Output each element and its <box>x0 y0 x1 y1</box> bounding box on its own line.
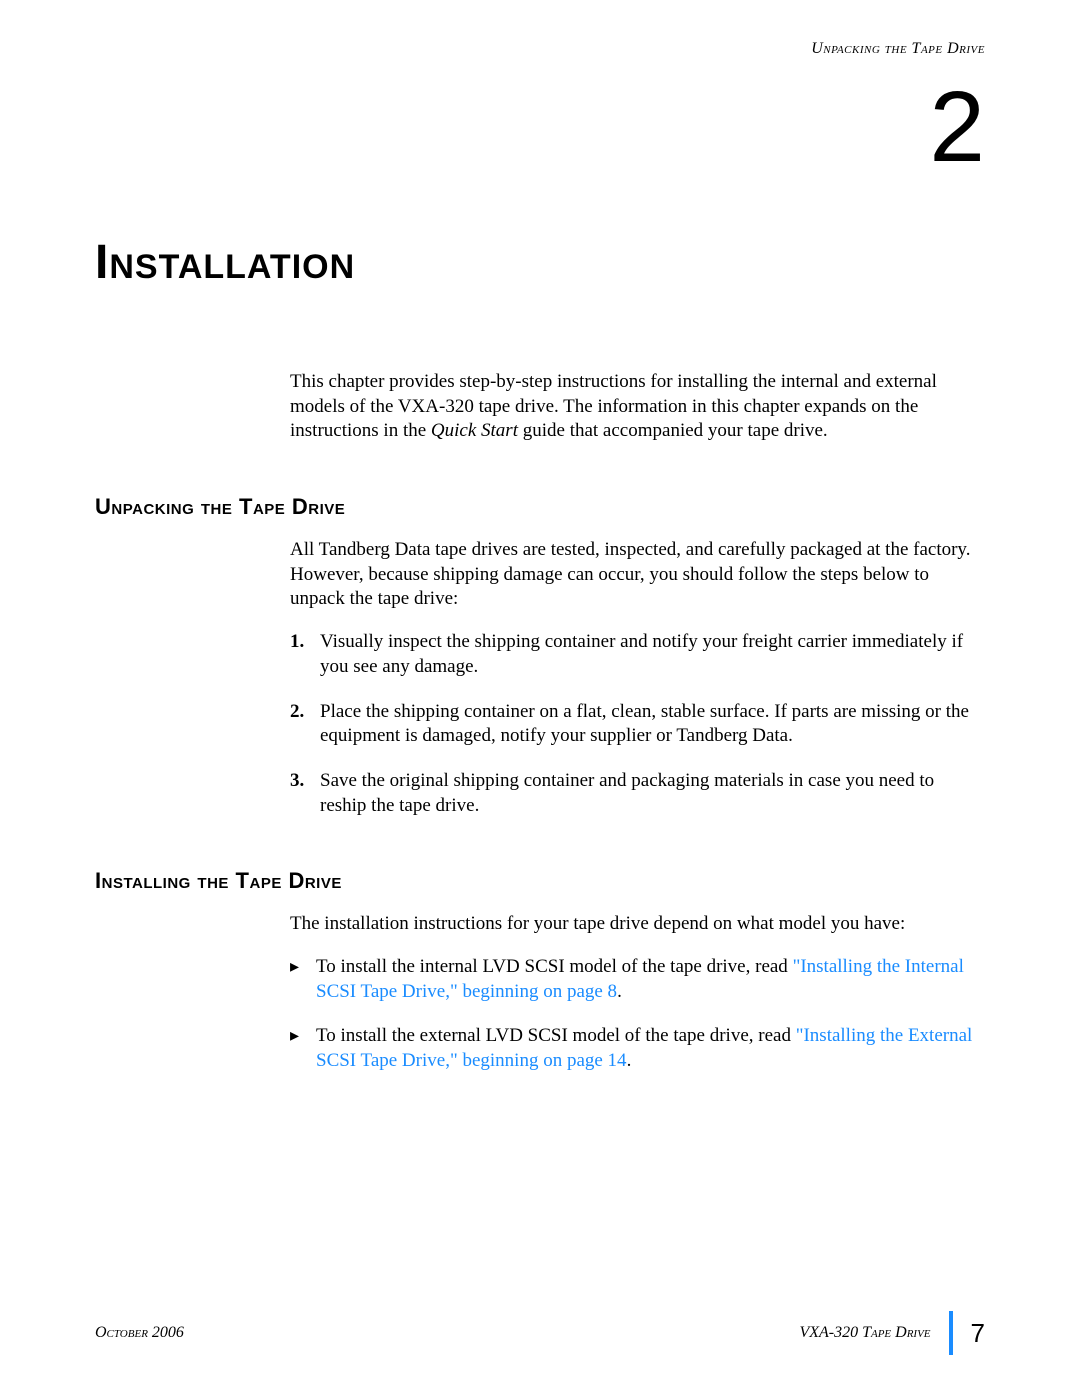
bullet-text: To install the external LVD SCSI model o… <box>316 1025 796 1046</box>
installing-lead: The installation instructions for your t… <box>290 912 985 937</box>
bullet-tail: . <box>627 1050 632 1071</box>
unpacking-lead: All Tandberg Data tape drives are tested… <box>290 538 985 612</box>
unpacking-steps: Visually inspect the shipping container … <box>290 630 985 818</box>
footer-page-number: 7 <box>971 1318 985 1349</box>
intro-italic: Quick Start <box>431 420 518 441</box>
list-item: Save the original shipping container and… <box>290 769 985 818</box>
bullet-tail: . <box>617 981 622 1002</box>
list-item: To install the internal LVD SCSI model o… <box>290 955 985 1004</box>
footer-date: October 2006 <box>95 1324 184 1342</box>
bullet-text: To install the internal LVD SCSI model o… <box>316 956 793 977</box>
list-item: To install the external LVD SCSI model o… <box>290 1024 985 1073</box>
list-item: Visually inspect the shipping container … <box>290 630 985 679</box>
footer-doc-title: VXA-320 Tape Drive <box>799 1324 930 1342</box>
list-item: Place the shipping container on a flat, … <box>290 700 985 749</box>
chapter-number: 2 <box>95 70 985 185</box>
chapter-title: Installation <box>95 235 985 290</box>
running-head: Unpacking the Tape Drive <box>811 40 985 58</box>
page-footer: October 2006 VXA-320 Tape Drive 7 <box>95 1311 985 1355</box>
unpacking-body: All Tandberg Data tape drives are tested… <box>290 538 985 818</box>
section-heading-installing: Installing the Tape Drive <box>95 868 985 894</box>
footer-right: VXA-320 Tape Drive 7 <box>799 1311 985 1355</box>
page: Unpacking the Tape Drive 2 Installation … <box>0 0 1080 1397</box>
installing-bullets: To install the internal LVD SCSI model o… <box>290 955 985 1074</box>
intro-text-after: guide that accompanied your tape drive. <box>518 420 828 441</box>
installing-body: The installation instructions for your t… <box>290 912 985 1073</box>
footer-rule <box>949 1311 953 1355</box>
section-heading-unpacking: Unpacking the Tape Drive <box>95 494 985 520</box>
intro-paragraph: This chapter provides step-by-step instr… <box>290 370 985 444</box>
